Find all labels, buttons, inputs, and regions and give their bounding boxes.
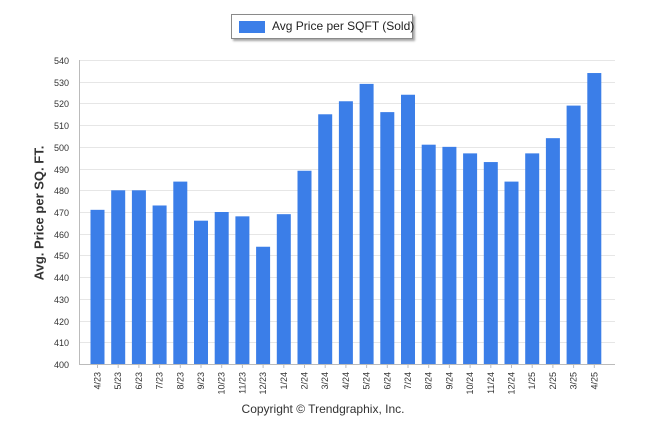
y-tick-label: 400	[54, 360, 69, 370]
bar	[483, 162, 498, 364]
y-tick-label: 440	[54, 273, 69, 283]
x-tick-label: 3/25	[569, 372, 579, 390]
x-tick-label: 10/24	[465, 372, 475, 395]
x-tick-label: 3/24	[320, 372, 330, 390]
y-tick-label: 470	[54, 208, 69, 218]
bar	[194, 220, 208, 364]
legend: Avg Price per SQFT (Sold)	[231, 14, 415, 39]
bar	[587, 73, 602, 365]
x-tick-label: 12/24	[507, 372, 517, 395]
bar	[90, 209, 105, 364]
bar	[525, 153, 540, 364]
copyright-text: Copyright © Trendgraphix, Inc.	[241, 402, 405, 416]
bar	[338, 101, 353, 364]
y-tick-label: 540	[54, 56, 69, 66]
x-tick-label: 11/23	[237, 372, 247, 394]
bar	[421, 144, 436, 364]
bars	[90, 73, 602, 365]
x-tick-label: 7/24	[403, 372, 413, 390]
x-tick-label: 11/24	[486, 372, 496, 394]
x-tick-label: 4/24	[341, 372, 351, 390]
x-tick-label: 7/23	[155, 372, 165, 390]
x-tick-label: 8/24	[424, 372, 434, 390]
x-tick-label: 9/24	[444, 372, 454, 390]
bar	[111, 190, 126, 364]
bar	[359, 83, 374, 364]
bar	[235, 216, 250, 364]
bar	[256, 246, 271, 364]
legend-label: Avg Price per SQFT (Sold)	[272, 19, 415, 33]
y-tick-label: 490	[54, 165, 69, 175]
x-tick-labels: 4/23 5/23 6/23 7/23 8/23 9/23 10/23 11/23 12/23 1…	[93, 372, 600, 395]
bar	[318, 114, 333, 365]
bar	[131, 190, 146, 364]
y-tick-label: 410	[54, 338, 69, 348]
y-tick-label: 530	[54, 78, 69, 88]
x-tick-label: 10/23	[217, 372, 227, 395]
x-tick-label: 1/24	[279, 372, 289, 390]
x-tick-label: 5/24	[362, 372, 372, 390]
legend-swatch	[239, 21, 265, 33]
bar	[214, 212, 229, 364]
x-tick-label: 6/23	[134, 372, 144, 390]
y-tick-label: 450	[54, 251, 69, 261]
y-tick-label: 420	[54, 317, 69, 327]
bar	[173, 181, 188, 364]
bar	[442, 146, 457, 364]
bar	[276, 214, 291, 364]
bar	[152, 205, 167, 364]
x-tick-label: 5/23	[113, 372, 123, 390]
y-tick-label: 430	[54, 295, 69, 305]
bar	[401, 94, 415, 364]
x-tick-label: 2/25	[548, 372, 558, 390]
y-tick-label: 460	[54, 230, 69, 240]
x-tick-label: 2/24	[300, 372, 310, 390]
y-tick-label: 480	[54, 186, 69, 196]
y-tick-label: 520	[54, 99, 69, 109]
x-tick-label: 6/24	[382, 372, 392, 390]
bar	[380, 112, 395, 364]
bar	[504, 181, 519, 364]
axes	[79, 60, 615, 368]
x-tick-label: 9/23	[196, 372, 206, 390]
bar	[545, 138, 560, 364]
x-tick-label: 4/23	[93, 372, 103, 390]
bar	[297, 170, 312, 364]
y-tick-label: 500	[54, 143, 69, 153]
x-tick-label: 8/23	[175, 372, 185, 390]
y-tick-labels: 400 410 420 430 440 450 460 470 480 490 500 510 520 5…	[54, 56, 69, 370]
y-tick-label: 510	[54, 121, 69, 131]
x-tick-label: 12/23	[258, 372, 268, 395]
bar	[566, 105, 581, 364]
y-axis-title: Avg. Price per SQ. FT.	[31, 145, 47, 281]
bar	[463, 153, 478, 364]
x-tick-label: 4/25	[589, 372, 599, 390]
x-tick-label: 1/25	[527, 372, 537, 390]
